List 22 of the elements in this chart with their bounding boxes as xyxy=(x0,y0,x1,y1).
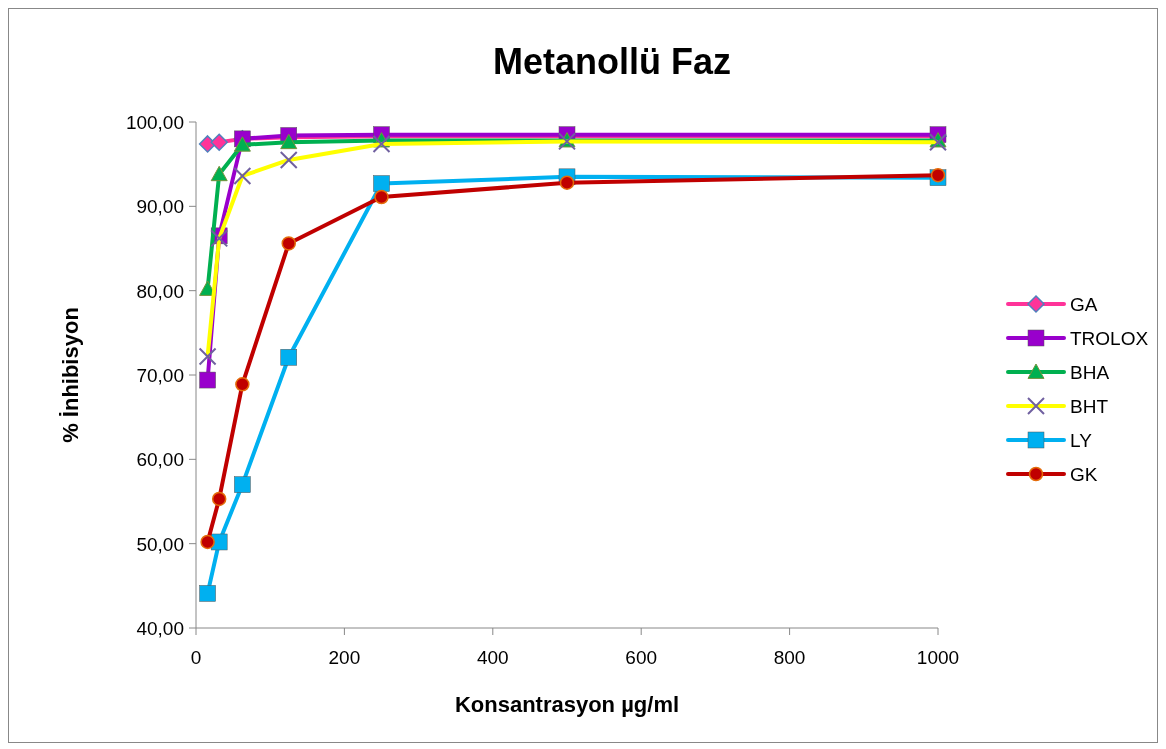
x-tick-label: 400 xyxy=(476,647,509,668)
legend-label: GK xyxy=(1070,464,1098,485)
legend-label: TROLOX xyxy=(1070,328,1149,349)
y-tick-label: 40,00 xyxy=(136,618,184,639)
y-tick-label: 80,00 xyxy=(136,280,184,302)
x-tick-label: 200 xyxy=(328,647,361,668)
y-axis-title: % İnhibisyon xyxy=(58,307,83,443)
legend-label: BHA xyxy=(1070,362,1110,383)
x-tick-label: 600 xyxy=(625,647,658,668)
chart-title: Metanollü Faz xyxy=(492,41,732,82)
legend-label: GA xyxy=(1070,294,1098,315)
y-tick-label: 60,00 xyxy=(136,449,184,471)
x-axis-title: Konsantrasyon µg/ml xyxy=(454,692,680,717)
y-tick-label: 70,00 xyxy=(136,365,184,386)
legend-label: BHT xyxy=(1070,396,1109,417)
x-tick-label: 0 xyxy=(190,647,202,668)
x-tick-label: 1000 xyxy=(916,647,960,668)
y-tick-label: 90,00 xyxy=(136,196,184,218)
y-tick-label: 100,00 xyxy=(125,112,184,133)
y-tick-label: 50,00 xyxy=(136,533,184,555)
legend-label: LY xyxy=(1070,430,1093,451)
x-tick-label: 800 xyxy=(773,647,806,668)
